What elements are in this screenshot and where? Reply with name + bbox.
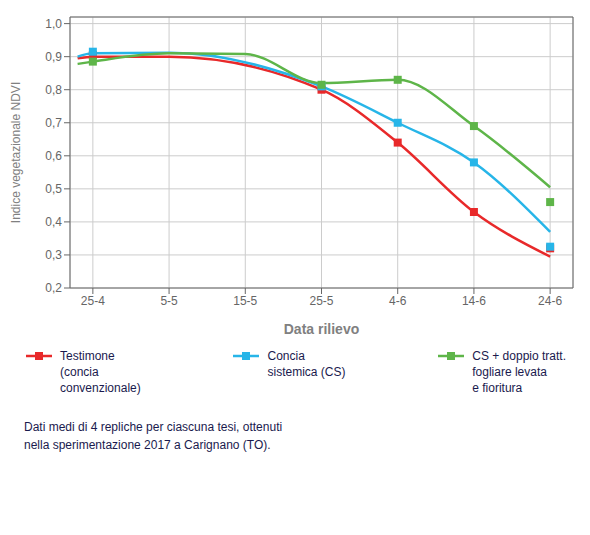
svg-text:25-4: 25-4 [81, 294, 105, 308]
svg-text:0,3: 0,3 [45, 248, 62, 262]
svg-text:24-6: 24-6 [538, 294, 562, 308]
svg-text:0,5: 0,5 [45, 182, 62, 196]
svg-text:0,2: 0,2 [45, 281, 62, 295]
svg-text:0,4: 0,4 [45, 215, 62, 229]
svg-text:1,0: 1,0 [45, 17, 62, 31]
html-text:e fioritura: e fioritura [472, 381, 523, 395]
svg-text:4-6: 4-6 [389, 294, 407, 308]
html-text:CS + doppio tratt.: CS + doppio tratt. [472, 349, 566, 363]
html-text:(concia: (concia [60, 365, 99, 379]
html-text:Dati medi di 4 repliche per ci: Dati medi di 4 repliche per ciascuna tes… [24, 420, 283, 434]
svg-text:0,6: 0,6 [45, 149, 62, 163]
svg-text:15-5: 15-5 [233, 294, 257, 308]
svg-text:14-6: 14-6 [462, 294, 486, 308]
html-text:convenzionale): convenzionale) [60, 381, 141, 395]
svg-text:Data rilievo: Data rilievo [284, 321, 359, 337]
html-text:Testimone: Testimone [60, 349, 115, 363]
svg-text:5-5: 5-5 [160, 294, 178, 308]
svg-text:25-5: 25-5 [309, 294, 333, 308]
svg-text:0,7: 0,7 [45, 116, 62, 130]
html-text:sistemica (CS): sistemica (CS) [267, 365, 346, 379]
html-text:fogliare levata: fogliare levata [472, 365, 547, 379]
html-text:nella sperimentazione 2017 a C: nella sperimentazione 2017 a Carignano (… [24, 438, 271, 452]
html-text:Concia: Concia [267, 349, 305, 363]
svg-text:Indice vegetazionale NDVI: Indice vegetazionale NDVI [9, 82, 23, 223]
svg-text:0,9: 0,9 [45, 50, 62, 64]
svg-text:0,8: 0,8 [45, 83, 62, 97]
